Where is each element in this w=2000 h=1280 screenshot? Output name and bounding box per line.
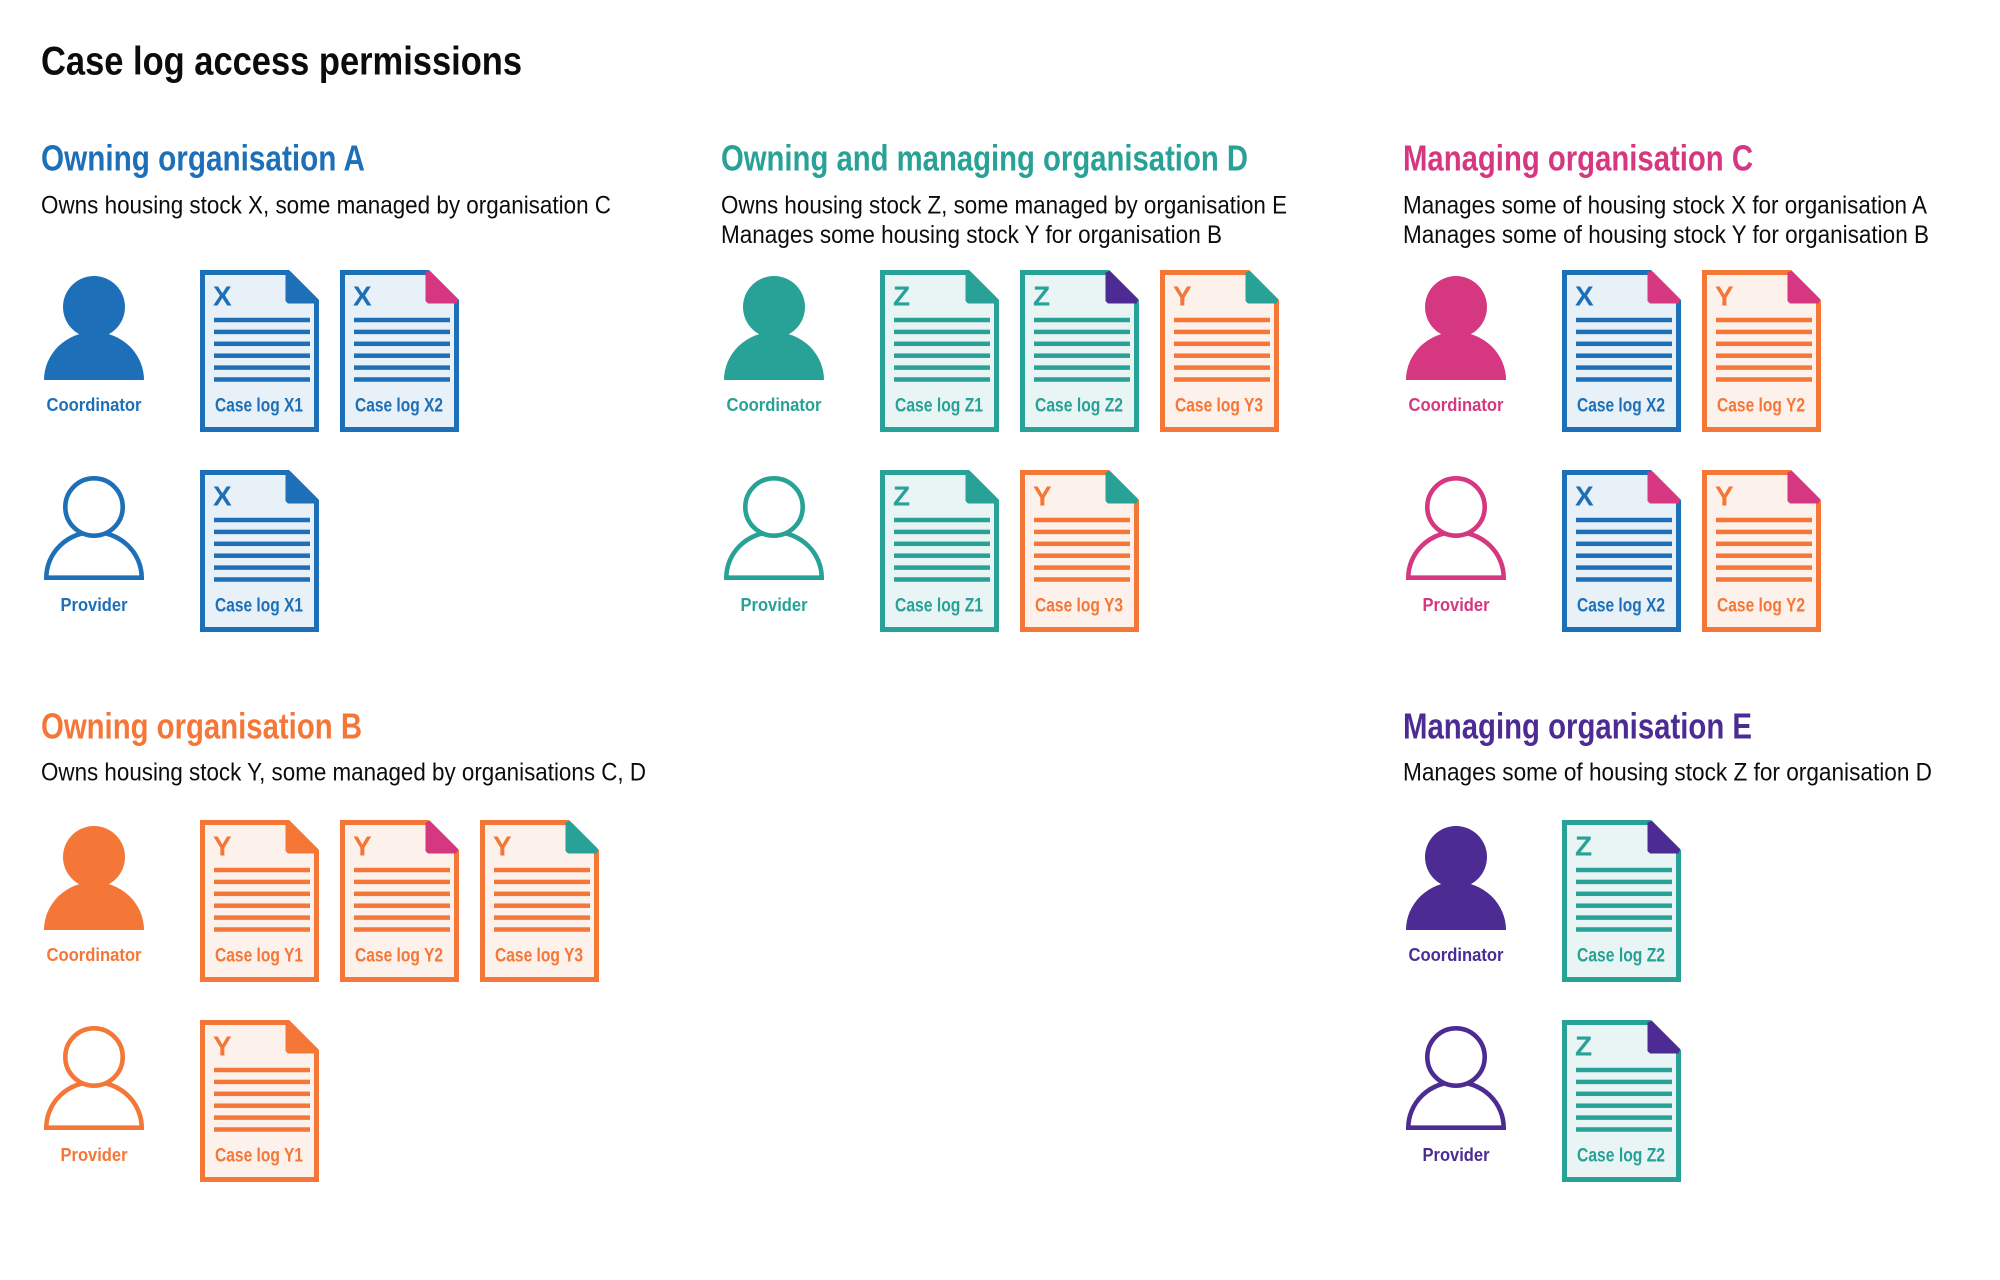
svg-text:Case log X2: Case log X2 xyxy=(1577,596,1665,617)
svg-text:Case log Y2: Case log Y2 xyxy=(1717,396,1805,417)
svg-text:Provider: Provider xyxy=(1423,1144,1490,1165)
svg-text:X: X xyxy=(1575,480,1594,511)
svg-text:Manages some of housing stock: Manages some of housing stock X for orga… xyxy=(1403,192,1927,220)
svg-text:Coordinator: Coordinator xyxy=(727,394,822,415)
svg-text:Case log X2: Case log X2 xyxy=(1577,396,1665,417)
svg-text:X: X xyxy=(213,280,232,311)
svg-text:Z: Z xyxy=(1575,1030,1592,1061)
svg-text:Y: Y xyxy=(1033,480,1052,511)
svg-text:Y: Y xyxy=(213,830,232,861)
svg-text:Provider: Provider xyxy=(741,594,808,615)
svg-text:Case log X1: Case log X1 xyxy=(215,396,303,417)
svg-text:Case log Y2: Case log Y2 xyxy=(1717,596,1805,617)
svg-text:Owns housing stock X, some man: Owns housing stock X, some managed by or… xyxy=(41,192,611,220)
svg-text:X: X xyxy=(213,480,232,511)
svg-text:Case log Y2: Case log Y2 xyxy=(355,946,443,967)
svg-text:Owning organisation B: Owning organisation B xyxy=(41,705,362,746)
svg-text:Coordinator: Coordinator xyxy=(1409,394,1504,415)
svg-text:Y: Y xyxy=(1173,280,1192,311)
svg-text:Z: Z xyxy=(1575,830,1592,861)
svg-text:Coordinator: Coordinator xyxy=(47,944,142,965)
svg-text:X: X xyxy=(353,280,372,311)
svg-text:Owning and managing organisati: Owning and managing organisation D xyxy=(721,137,1248,178)
svg-text:Y: Y xyxy=(493,830,512,861)
svg-text:Provider: Provider xyxy=(61,594,128,615)
svg-text:Case log Z2: Case log Z2 xyxy=(1035,396,1123,417)
svg-text:Owns housing stock Z, some man: Owns housing stock Z, some managed by or… xyxy=(721,192,1287,220)
svg-text:Y: Y xyxy=(1715,280,1734,311)
svg-text:Coordinator: Coordinator xyxy=(1409,944,1504,965)
svg-text:Y: Y xyxy=(1715,480,1734,511)
svg-text:Case log Z2: Case log Z2 xyxy=(1577,1146,1665,1167)
svg-text:Case log Y1: Case log Y1 xyxy=(215,946,303,967)
svg-text:Managing organisation E: Managing organisation E xyxy=(1403,705,1752,746)
svg-text:Provider: Provider xyxy=(61,1144,128,1165)
svg-text:Case log Z2: Case log Z2 xyxy=(1577,946,1665,967)
svg-text:Z: Z xyxy=(893,280,910,311)
svg-text:Managing organisation C: Managing organisation C xyxy=(1403,137,1753,178)
svg-text:Y: Y xyxy=(353,830,372,861)
svg-text:Provider: Provider xyxy=(1423,594,1490,615)
svg-text:Manages some of housing stock: Manages some of housing stock Z for orga… xyxy=(1403,759,1932,787)
svg-text:Case log Y3: Case log Y3 xyxy=(495,946,583,967)
svg-text:Case log X2: Case log X2 xyxy=(355,396,443,417)
svg-text:Manages some of housing stock: Manages some of housing stock Y for orga… xyxy=(1403,221,1929,249)
svg-text:Coordinator: Coordinator xyxy=(47,394,142,415)
svg-text:Case log Y1: Case log Y1 xyxy=(215,1146,303,1167)
svg-text:Case log access permissions: Case log access permissions xyxy=(41,40,522,84)
svg-text:Y: Y xyxy=(213,1030,232,1061)
svg-text:Z: Z xyxy=(1033,280,1050,311)
svg-text:Owns housing stock Y, some man: Owns housing stock Y, some managed by or… xyxy=(41,759,646,787)
svg-text:Case log Y3: Case log Y3 xyxy=(1035,596,1123,617)
svg-text:X: X xyxy=(1575,280,1594,311)
svg-text:Case log Y3: Case log Y3 xyxy=(1175,396,1263,417)
svg-text:Case log X1: Case log X1 xyxy=(215,596,303,617)
svg-text:Case log Z1: Case log Z1 xyxy=(895,396,983,417)
svg-text:Case log Z1: Case log Z1 xyxy=(895,596,983,617)
svg-text:Z: Z xyxy=(893,480,910,511)
svg-text:Manages some housing stock Y f: Manages some housing stock Y for organis… xyxy=(721,221,1222,249)
svg-text:Owning organisation A: Owning organisation A xyxy=(41,137,365,178)
